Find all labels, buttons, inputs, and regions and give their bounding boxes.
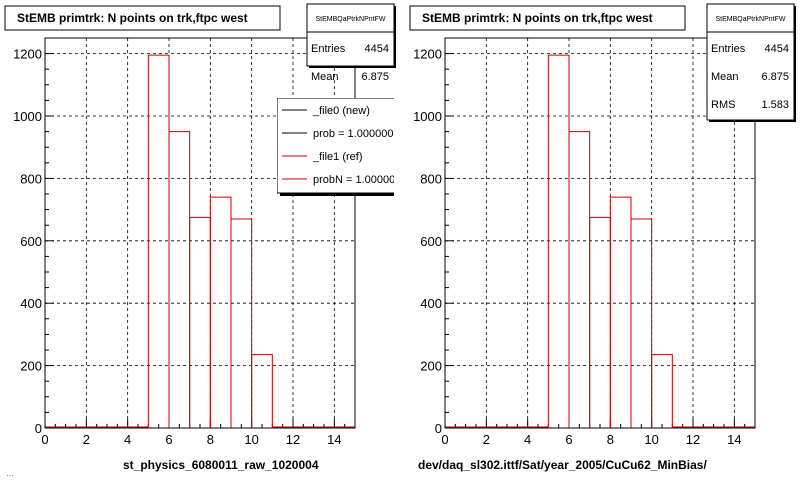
legend-box <box>277 98 394 194</box>
stats-label: Entries <box>711 43 746 55</box>
x-tick-label: 12 <box>686 432 700 447</box>
y-tick-label: 200 <box>20 359 42 374</box>
y-tick-label: 1000 <box>13 109 42 124</box>
legend: _file0 (new) prob = 1.000000 _file1 (ref) p… <box>277 98 401 196</box>
histogram-series-1 <box>445 54 755 428</box>
file-caption: st_physics_6080011_raw_1020004 <box>123 458 319 472</box>
stats-value: 4454 <box>765 43 789 55</box>
legend-entry-label: _file0 (new) <box>312 105 370 117</box>
title-box <box>4 5 281 31</box>
title-box <box>409 5 686 31</box>
histogram-bin <box>230 218 253 428</box>
y-tick-label: 800 <box>420 171 442 186</box>
x-tick-label: 14 <box>327 432 341 447</box>
stats-label: Mean <box>311 71 339 83</box>
chart-title: StEMB primtrk: N points on trk,ftpc west <box>17 11 248 25</box>
histogram-bin <box>630 218 653 428</box>
y-tick-label: 0 <box>435 421 442 436</box>
x-tick-label: 4 <box>524 432 531 447</box>
y-tick-label: 800 <box>20 171 42 186</box>
y-tick-label: 400 <box>20 296 42 311</box>
y-tick-label: 1200 <box>413 47 442 62</box>
x-tick-label: 10 <box>244 432 258 447</box>
histogram-panel-2: 0 2 4 6 8 10 12 14 0 200 400 600 800 1000 1200 StEMB pr… <box>409 3 796 472</box>
x-tick-label: 4 <box>124 432 131 447</box>
histogram-series-1 <box>45 54 355 428</box>
stats-box <box>706 3 795 121</box>
x-tick-label: 6 <box>565 432 572 447</box>
x-tick-label: 2 <box>83 432 90 447</box>
y-tick-label: 1000 <box>413 109 442 124</box>
stats-box <box>306 3 395 67</box>
y-tick-label: 200 <box>420 359 442 374</box>
y-tick-label: 1200 <box>13 47 42 62</box>
x-tick-label: 8 <box>607 432 614 447</box>
x-tick-label: 2 <box>483 432 490 447</box>
x-tick-label: 12 <box>286 432 300 447</box>
y-tick-label: 600 <box>20 234 42 249</box>
x-tick-label: 10 <box>644 432 658 447</box>
x-tick-label: 6 <box>165 432 172 447</box>
stats-value: 6.875 <box>361 71 389 83</box>
stats-label: Entries <box>311 43 346 55</box>
legend-entry-label: _file1 (ref) <box>312 151 363 163</box>
plot-frame <box>44 37 356 429</box>
stats-label: Mean <box>711 71 739 83</box>
x-tick-label: 0 <box>441 432 448 447</box>
plot-frame <box>444 37 756 429</box>
stats-value: 6.875 <box>761 71 789 83</box>
histogram-panel-1: 0 2 4 6 8 10 12 14 0 200 400 600 800 1000 1200 StEMB pr… <box>4 3 401 472</box>
histogram-bin <box>651 354 673 428</box>
file-caption: dev/daq_sl302.ittf/Sat/year_2005/CuCu62_… <box>418 458 707 472</box>
y-tick-label: 600 <box>420 234 442 249</box>
legend-entry-label: prob = 1.000000 <box>313 128 393 140</box>
stats-value: 1.583 <box>761 99 789 111</box>
stats-label: RMS <box>711 99 735 111</box>
y-tick-label: 0 <box>35 421 42 436</box>
legend-entry-label: probN = 1.000000 <box>313 174 401 186</box>
stats-name: StEMBQaPtrkNPntFW <box>715 16 785 23</box>
histogram-bin <box>251 354 273 428</box>
chart-title: StEMB primtrk: N points on trk,ftpc west <box>422 11 653 25</box>
x-tick-label: 14 <box>727 432 741 447</box>
footer-note: … <box>6 469 14 478</box>
y-tick-label: 400 <box>420 296 442 311</box>
x-tick-label: 0 <box>41 432 48 447</box>
x-tick-label: 8 <box>207 432 214 447</box>
stats-name: StEMBQaPtrkNPntFW <box>315 16 385 23</box>
stats-value: 4454 <box>365 43 389 55</box>
